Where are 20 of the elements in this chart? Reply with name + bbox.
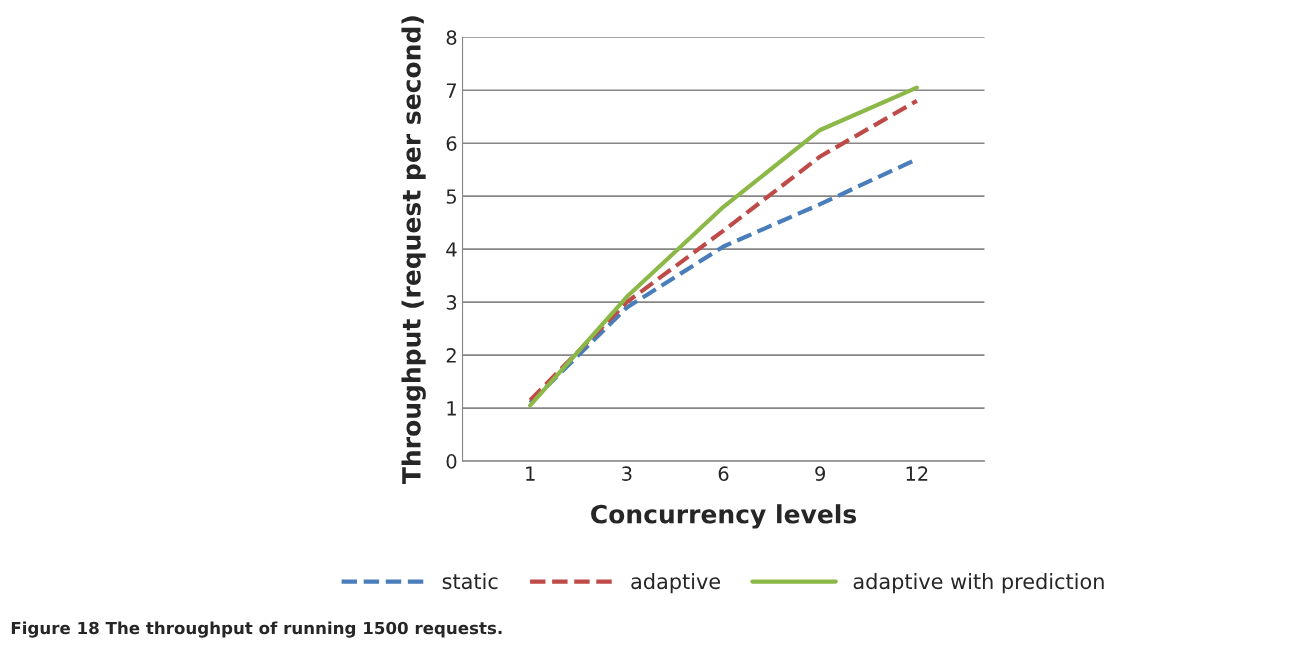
x-axis-title: Concurrency levels: [591, 504, 857, 529]
y-tick-label: 6: [446, 136, 457, 151]
x-tick-label: 6: [718, 466, 729, 481]
x-tick-label: 9: [815, 466, 825, 481]
y-tick-label: 0: [446, 454, 457, 469]
legend-label: adaptive: [631, 573, 721, 594]
x-tick-label: 3: [622, 466, 632, 481]
y-tick-label: 3: [446, 295, 457, 310]
x-tick-label: 12: [906, 466, 928, 481]
y-tick-label: 7: [446, 83, 457, 98]
y-tick-label: 2: [446, 348, 456, 363]
y-tick-label: 4: [446, 242, 457, 257]
legend-label: adaptive with prediction: [853, 573, 1104, 594]
y-tick-label: 5: [446, 189, 456, 204]
caption: Figure 18 The throughput of running 1500 requests.: [11, 621, 502, 638]
x-tick-label: 1: [526, 466, 535, 481]
y-tick-label: 8: [446, 30, 457, 45]
y-axis-title: Throughput (request per second): [401, 16, 426, 485]
legend-label: static: [442, 573, 498, 590]
y-tick-label: 1: [447, 401, 456, 416]
